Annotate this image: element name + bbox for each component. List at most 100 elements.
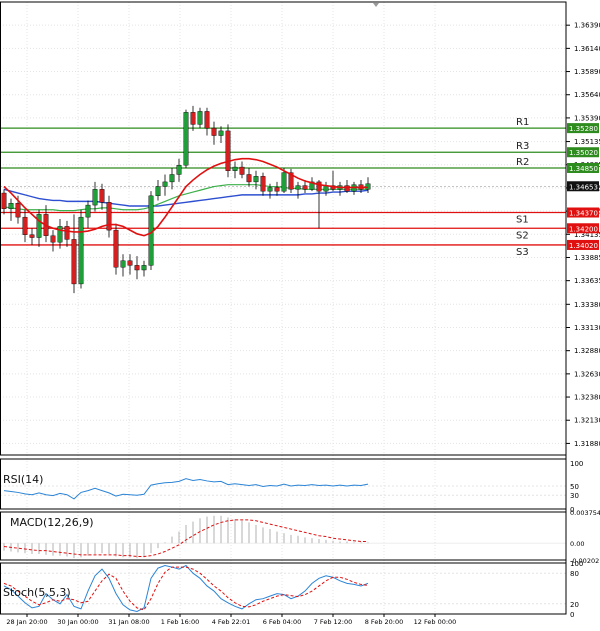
macd-signal-line	[3, 519, 368, 557]
time-label: 28 Jan 20:00	[6, 618, 47, 626]
candle	[113, 223, 119, 275]
stoch-title: Stoch(5,5,3)	[3, 586, 71, 599]
level-name-s1: S1	[516, 215, 529, 226]
candle	[288, 168, 294, 194]
candle	[330, 170, 336, 192]
macd-title: MACD(12,26,9)	[10, 516, 94, 529]
candle	[106, 195, 112, 238]
candle	[281, 167, 287, 194]
candle	[218, 126, 224, 143]
candle-body	[169, 174, 175, 183]
candle	[176, 158, 182, 182]
level-tag-s2	[567, 223, 599, 234]
time-label: 1 Feb 16:00	[161, 618, 200, 626]
candle	[22, 209, 28, 243]
candle	[365, 177, 371, 194]
time-axis: 28 Jan 20:00 30 Jan 00:00 31 Jan 08:00 1 Fe…	[6, 614, 456, 626]
rsi-title: RSI(14)	[3, 473, 43, 486]
candle-body	[50, 235, 56, 243]
panel-frame	[0, 562, 567, 615]
candle	[309, 177, 315, 192]
candle	[204, 107, 210, 136]
candle	[64, 220, 70, 247]
candle-body	[365, 183, 371, 190]
candle-body	[218, 130, 224, 136]
level-tag-s3	[567, 239, 599, 250]
rsi-tick-label: 50	[570, 483, 579, 491]
candle-body	[204, 111, 210, 129]
candle	[344, 180, 350, 194]
level-tag-label-s1: 1.34370	[569, 210, 598, 218]
ma-slow-line	[3, 188, 369, 207]
candle	[246, 167, 252, 187]
stoch-tick-label: 0	[570, 611, 574, 619]
candle-body	[225, 130, 231, 171]
level-tag-label-s3: 1.34020	[569, 242, 598, 250]
candle	[302, 180, 308, 194]
candle-body	[141, 265, 147, 271]
price-tick-label: 1.32880	[574, 347, 600, 355]
candle-body	[260, 176, 266, 192]
candle	[232, 161, 238, 179]
candle	[71, 214, 77, 294]
level-tag-r2	[567, 162, 599, 173]
time-label: 12 Feb 00:00	[414, 618, 457, 626]
candle-body	[309, 181, 315, 190]
candle	[260, 172, 266, 196]
time-label: 30 Jan 00:00	[57, 618, 98, 626]
candle-body	[162, 181, 168, 187]
price-tick-label: 1.36140	[574, 45, 600, 53]
rsi-tick-label: 0	[570, 506, 574, 514]
candle-body	[64, 226, 70, 240]
candle-body	[190, 112, 196, 125]
price-tick-label: 1.36390	[574, 22, 600, 30]
rsi-tick-label: 100	[570, 460, 583, 468]
price-tick-label: 1.34135	[574, 231, 600, 239]
price-tick-label: 1.33130	[574, 324, 600, 332]
level-name-r3: R3	[516, 141, 529, 152]
candle	[120, 254, 126, 277]
candle-body	[106, 202, 112, 231]
candle-body	[232, 166, 238, 171]
candle-body	[239, 166, 245, 175]
candle-body	[197, 111, 203, 125]
candle-body	[302, 185, 308, 190]
level-tag-label-r3: 1.35020	[569, 149, 598, 157]
time-label: 4 Feb 22:01	[212, 618, 251, 626]
stoch-tick-label: 80	[570, 570, 579, 578]
time-label: 7 Feb 12:00	[314, 618, 353, 626]
level-name-r2: R2	[516, 157, 529, 168]
scroll-marker-icon	[373, 3, 379, 7]
price-tick-label: 1.33885	[574, 254, 600, 262]
candle-body	[99, 189, 105, 203]
candle	[78, 209, 84, 289]
ma-fast-line	[3, 157, 368, 237]
candle-body	[155, 186, 161, 197]
price-candles	[1, 105, 371, 294]
candle-body	[246, 174, 252, 183]
candle	[211, 121, 217, 145]
current-price-tag	[567, 181, 599, 192]
candle-body	[281, 172, 287, 192]
time-label: 8 Feb 20:00	[365, 618, 404, 626]
macd-tick-label: 0.003754	[570, 509, 600, 517]
candle	[239, 161, 245, 179]
candle	[190, 105, 196, 131]
candle-body	[253, 176, 259, 183]
macd-tick-label: 0.00	[570, 540, 584, 548]
candle-body	[288, 172, 294, 190]
level-name-s3: S3	[516, 247, 529, 258]
macd-tick-label: -0.002021	[570, 557, 600, 565]
candle	[295, 181, 301, 199]
candle-body	[85, 204, 91, 218]
candle-body	[22, 216, 28, 235]
candle-body	[78, 216, 84, 285]
candle-body	[176, 165, 182, 175]
candle	[155, 180, 161, 201]
candle-body	[36, 214, 42, 238]
stoch-panel: 100 80 20 0 Stoch(5,5,3)	[0, 560, 583, 619]
candle	[134, 256, 140, 280]
candle-body	[92, 189, 98, 206]
